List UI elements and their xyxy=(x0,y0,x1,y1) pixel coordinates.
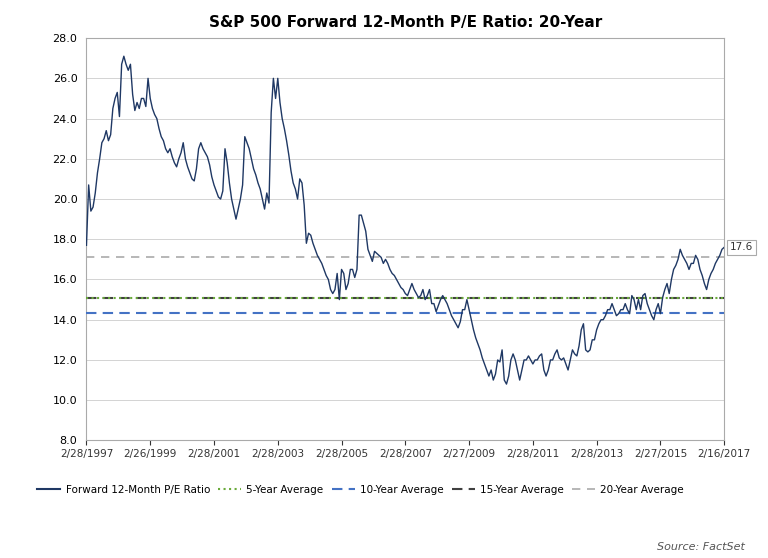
Text: 17.6: 17.6 xyxy=(730,242,753,252)
Text: Source: FactSet: Source: FactSet xyxy=(657,542,745,552)
Title: S&P 500 Forward 12-Month P/E Ratio: 20-Year: S&P 500 Forward 12-Month P/E Ratio: 20-Y… xyxy=(209,15,602,30)
Legend: Forward 12-Month P/E Ratio, 5-Year Average, 10-Year Average, 15-Year Average, 20: Forward 12-Month P/E Ratio, 5-Year Avera… xyxy=(33,481,688,499)
